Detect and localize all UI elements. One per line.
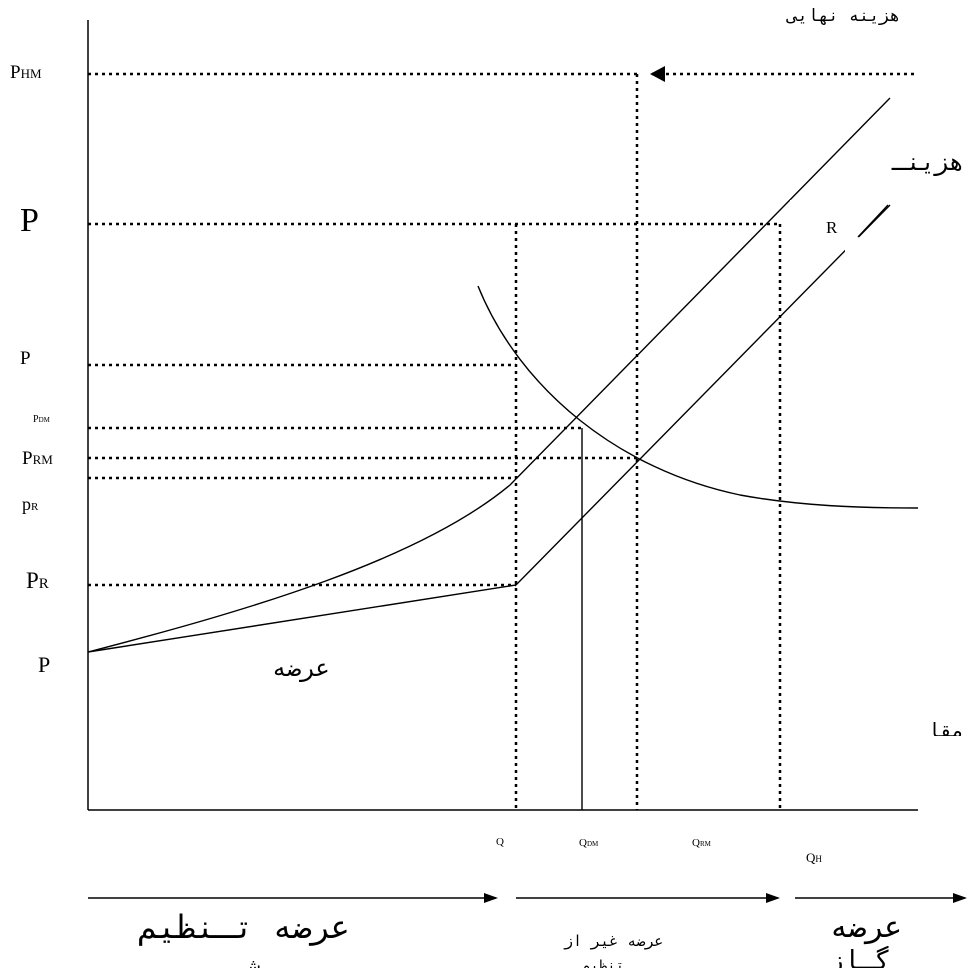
label-q-dm: QDM bbox=[579, 837, 598, 849]
label-r: R bbox=[826, 218, 838, 237]
label-side-partial: مقا bbox=[927, 718, 964, 736]
label-p-r-sub: R bbox=[38, 576, 49, 592]
label-p-dm-main: P bbox=[33, 414, 39, 425]
label-p-mid: P bbox=[20, 348, 31, 369]
label-q-h-sub: H bbox=[815, 854, 822, 864]
label-p-r-small: pR bbox=[22, 494, 38, 515]
label-gap-r bbox=[790, 200, 800, 230]
left-arrowhead bbox=[650, 66, 665, 82]
label-q-rm: QRM bbox=[692, 837, 711, 849]
label-non-supply-line2: تنظیم bbox=[582, 958, 625, 968]
label-q-rm-main: Q bbox=[692, 837, 700, 849]
dotted-guides bbox=[88, 72, 918, 810]
label-q-h-main: Q bbox=[806, 850, 816, 865]
label-p-r: PR bbox=[26, 568, 49, 594]
label-p-hm-main: P bbox=[10, 62, 21, 83]
label-q-dm-sub: DM bbox=[586, 840, 599, 848]
label-p-r-small-main: p bbox=[22, 494, 31, 514]
r-curve-piece bbox=[857, 204, 889, 238]
label-non-supply: عرضه غیر از bbox=[564, 932, 664, 950]
label-p-dm-sub: DM bbox=[38, 416, 50, 424]
label-p-rm-sub: RM bbox=[32, 452, 53, 467]
label-p-hm-sub: HM bbox=[20, 66, 42, 81]
label-p-low: P bbox=[38, 652, 51, 677]
label-p-r-small-sub: R bbox=[31, 501, 39, 513]
label-right-supply-line2: گـاز bbox=[828, 946, 891, 968]
label-p-hm: PHM bbox=[10, 62, 42, 84]
supply-curve bbox=[87, 204, 891, 653]
label-p-big: P bbox=[20, 202, 39, 239]
label-q-h: QH bbox=[806, 850, 822, 866]
label-marginal-cost: هزینه نهایی bbox=[787, 6, 900, 26]
label-q-dm-main: Q bbox=[579, 837, 587, 849]
label-regulated-supply: عرضه تـنظیم bbox=[138, 908, 350, 946]
label-cost-partial: هزینـ bbox=[891, 148, 964, 176]
label-regulated-supply-line2: ش bbox=[248, 954, 261, 968]
label-p-rm-main: P bbox=[22, 448, 33, 469]
label-gap-r2 bbox=[845, 235, 859, 265]
label-p-rm: PRM bbox=[22, 448, 53, 470]
label-right-supply: عرضه bbox=[830, 910, 903, 945]
demand-curve bbox=[477, 285, 919, 509]
marginal-cost-curve bbox=[87, 97, 891, 653]
label-supply: عرضه bbox=[272, 654, 330, 682]
label-p-r-main: P bbox=[26, 568, 39, 593]
label-q: Q bbox=[496, 836, 504, 848]
label-p-dm: PDM bbox=[33, 414, 50, 425]
label-q-rm-sub: RM bbox=[699, 840, 711, 848]
curves bbox=[87, 97, 919, 810]
